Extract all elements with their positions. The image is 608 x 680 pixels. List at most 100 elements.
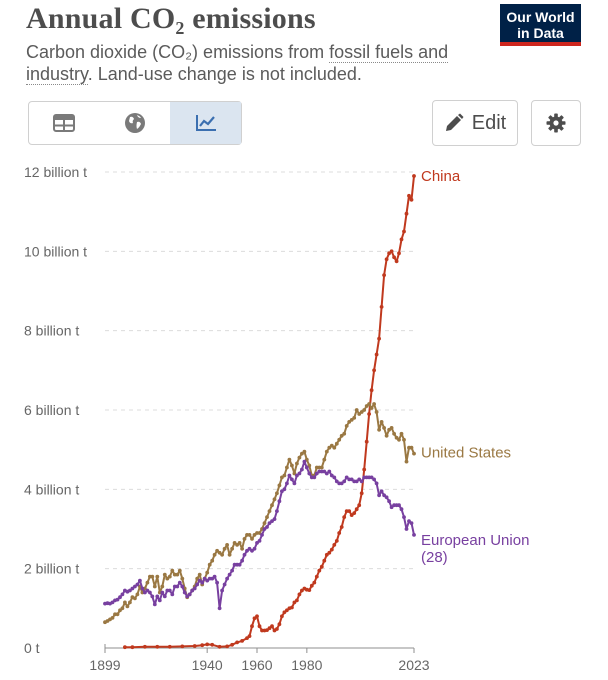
logo-line-1: Our World <box>506 9 575 25</box>
view-tabs <box>28 101 242 145</box>
data-point-united-states-1918 <box>150 574 155 579</box>
data-point-european-union-28-1929 <box>177 580 182 585</box>
tab-chart[interactable] <box>170 102 242 144</box>
data-point-united-states-1953 <box>237 541 242 545</box>
data-point-european-union-28-1918 <box>150 594 155 599</box>
data-point-united-states-2022 <box>409 445 414 450</box>
settings-button[interactable] <box>531 100 581 146</box>
data-point-china-1938 <box>200 643 205 648</box>
data-point-united-states-1937 <box>197 572 202 577</box>
data-point-united-states-1992 <box>334 441 339 446</box>
data-point-united-states-1965 <box>267 509 272 513</box>
subtitle-text-end: . Land-use change is not included. <box>87 64 362 84</box>
data-point-united-states-1976 <box>295 461 299 466</box>
data-point-european-union-28-2008 <box>374 481 379 486</box>
data-point-united-states-1948 <box>225 543 230 547</box>
y-tick-label-6: 12 billion t <box>24 164 87 180</box>
data-point-european-union-28-1943 <box>212 574 217 579</box>
owid-logo[interactable]: Our World in Data <box>500 4 581 46</box>
data-point-china-1974 <box>290 605 294 610</box>
y-tick-label-2: 4 billion t <box>24 481 79 497</box>
subtitle-text: Carbon dioxide (CO₂) emissions from <box>26 42 330 62</box>
data-point-china-2007 <box>372 368 376 373</box>
data-point-united-states-2011 <box>382 426 386 430</box>
data-point-european-union-28-1961 <box>257 539 262 543</box>
data-point-european-union-28-1955 <box>242 552 247 557</box>
data-point-european-union-28-2002 <box>359 479 364 484</box>
data-point-european-union-28-1945 <box>217 606 222 611</box>
data-point-united-states-1950 <box>230 546 235 551</box>
data-point-china-1920 <box>155 644 160 649</box>
data-point-china-2017 <box>397 251 401 256</box>
data-point-china-2021 <box>407 193 411 198</box>
data-point-united-states-1947 <box>222 546 227 551</box>
data-point-united-states-1972 <box>285 465 289 470</box>
data-point-european-union-28-1953 <box>237 562 242 567</box>
data-point-european-union-28-2010 <box>379 489 384 494</box>
data-point-china-2015 <box>392 255 396 260</box>
data-point-united-states-1995 <box>342 431 347 436</box>
y-tick-label-4: 8 billion t <box>24 323 79 339</box>
chart-title: Annual CO₂ emissions <box>26 2 316 35</box>
data-point-united-states-1907 <box>123 600 127 605</box>
data-point-united-states-1958 <box>250 537 254 541</box>
data-point-china-2010 <box>379 305 384 309</box>
data-point-european-union-28-1964 <box>265 525 269 529</box>
x-tick-label-3: 1980 <box>291 657 322 673</box>
x-tick-label-2: 1960 <box>241 657 272 673</box>
data-point-china-1930 <box>180 644 185 649</box>
data-point-european-union-28-1962 <box>260 533 264 537</box>
edit-button-label: Edit <box>471 111 507 134</box>
emissions-line-chart: 0 t 2 billion t 4 billion t 6 billion t 8 bi… <box>24 164 529 673</box>
data-point-china-1957 <box>247 634 252 638</box>
data-point-european-union-28-1936 <box>195 582 200 587</box>
edit-button[interactable]: Edit <box>432 100 518 146</box>
data-point-china-1985 <box>317 568 322 573</box>
data-point-european-union-28-1989 <box>327 469 332 474</box>
data-point-united-states-1941 <box>207 562 212 567</box>
data-point-united-states-1911 <box>133 596 137 601</box>
data-point-china-2014 <box>389 249 394 254</box>
data-point-european-union-28-1975 <box>292 481 297 486</box>
data-point-european-union-28-2018 <box>399 507 404 512</box>
data-point-united-states-1920 <box>155 574 160 579</box>
data-point-united-states-2015 <box>392 431 396 436</box>
data-point-china-1935 <box>192 644 197 648</box>
data-point-european-union-28-1926 <box>170 592 175 597</box>
data-point-united-states-2005 <box>367 402 371 406</box>
data-point-european-union-28-2022 <box>409 521 414 525</box>
data-point-china-1976 <box>295 598 299 603</box>
data-point-united-states-2003 <box>362 408 367 412</box>
data-point-china-1991 <box>332 543 337 547</box>
chart-subtitle: Carbon dioxide (CO₂) emissions from foss… <box>26 41 476 85</box>
series-label-european-union-28: European Union <box>421 532 529 549</box>
x-tick-label-0: 1899 <box>89 657 120 673</box>
x-tick-label-1: 1940 <box>192 657 223 673</box>
data-point-united-states-1940 <box>205 570 210 575</box>
data-point-united-states-1977 <box>297 455 302 460</box>
data-point-china-1954 <box>240 639 245 643</box>
tab-table[interactable] <box>29 102 100 144</box>
data-point-china-1958 <box>250 624 254 629</box>
data-point-china-1907 <box>123 645 127 650</box>
fossil-fuels-link[interactable]: fossil fuels and industry <box>26 42 449 85</box>
data-point-china-1981 <box>307 588 312 592</box>
data-point-european-union-28-1968 <box>275 509 279 513</box>
data-point-united-states-1928 <box>175 572 180 577</box>
data-point-china-2018 <box>399 237 404 242</box>
data-point-united-states-2006 <box>369 406 374 410</box>
data-point-united-states-1986 <box>319 465 324 470</box>
tab-map[interactable] <box>100 102 171 144</box>
data-point-china-1966 <box>270 624 274 629</box>
data-point-european-union-28-1974 <box>290 477 294 482</box>
data-point-china-1910 <box>130 645 135 650</box>
data-point-united-states-1919 <box>152 584 157 589</box>
data-point-united-states-1971 <box>282 473 287 478</box>
data-point-china-2003 <box>362 467 367 472</box>
data-point-china-1915 <box>143 644 147 649</box>
table-icon <box>53 114 76 132</box>
data-point-china-2005 <box>367 412 371 416</box>
data-point-european-union-28-1948 <box>225 576 230 581</box>
data-point-european-union-28-1914 <box>140 586 145 591</box>
data-point-european-union-28-1977 <box>297 471 302 476</box>
